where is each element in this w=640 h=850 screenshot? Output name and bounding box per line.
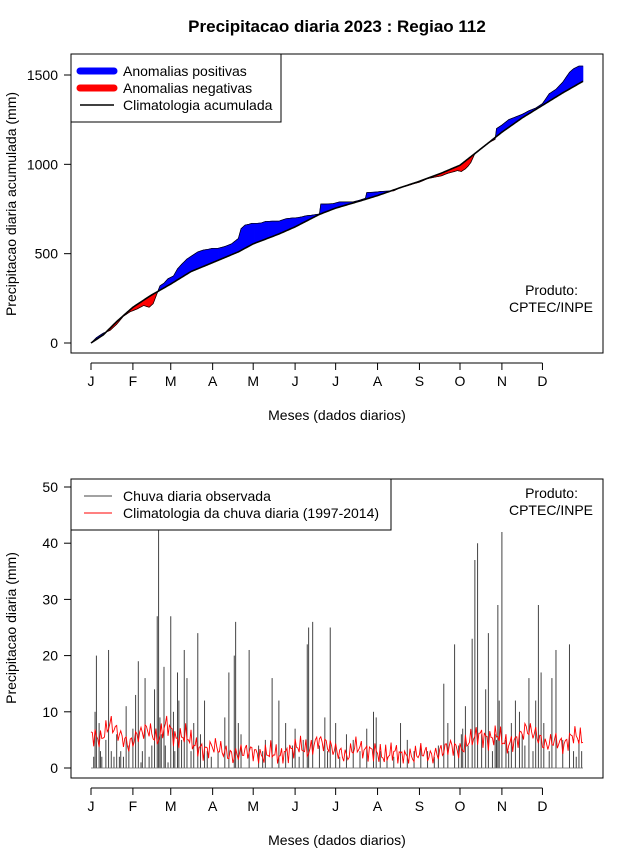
- x-tick-label-2: J: [88, 798, 95, 814]
- legend-label-climatology-daily: Climatologia da chuva diaria (1997-2014): [123, 505, 379, 521]
- x-tick-label-2: N: [497, 798, 507, 814]
- x-tick-label: O: [455, 373, 466, 389]
- x-tick-label-2: O: [455, 798, 466, 814]
- x-tick-label-2: J: [332, 798, 339, 814]
- x-tick-label: M: [165, 373, 177, 389]
- daily-precip-panel: 0 10 20 30 40 50 J F M A M J J A S O N D Meses (dados di…: [3, 478, 604, 848]
- x-tick-label: A: [373, 373, 383, 389]
- x-tick-label-2: A: [208, 798, 218, 814]
- climatology-daily-line: [90, 715, 584, 764]
- annotation-source-2: CPTEC/INPE: [509, 502, 593, 518]
- legend-label-positive: Anomalias positivas: [123, 63, 247, 79]
- x-tick-label: F: [129, 373, 138, 389]
- climatology-cumulative-line: [90, 80, 584, 344]
- legend: Anomalias positivas Anomalias negativas …: [70, 53, 282, 123]
- x-tick-label: A: [208, 373, 218, 389]
- legend-label-negative: Anomalias negativas: [123, 80, 252, 96]
- x-tick-label: N: [497, 373, 507, 389]
- x-tick-label-2: J: [292, 798, 299, 814]
- annotation-source: CPTEC/INPE: [509, 299, 593, 315]
- y-tick-label-2: 20: [42, 648, 58, 664]
- x-tick-label: M: [247, 373, 259, 389]
- y-tick-label: 500: [35, 246, 59, 262]
- y-axis-label-2: Precipitacao diaria (mm): [3, 552, 19, 704]
- climatology-line: [90, 80, 584, 344]
- y-tick-label: 1000: [27, 156, 58, 172]
- x-axis-label-2: Meses (dados diarios): [268, 832, 406, 848]
- y-axis-2: 0 10 20 30 40 50: [42, 479, 72, 776]
- y-tick-label: 1500: [27, 67, 58, 83]
- y-axis-label: Precipitacao diaria acumulada (mm): [3, 92, 19, 316]
- observed-bars: [91, 526, 583, 769]
- x-tick-label-2: M: [165, 798, 177, 814]
- x-tick-label: D: [537, 373, 547, 389]
- legend-2: Chuva diaria observada Climatologia da c…: [70, 478, 392, 531]
- annotation-produto-2: Produto:: [525, 485, 578, 501]
- x-tick-label-2: A: [373, 798, 383, 814]
- x-tick-label: J: [292, 373, 299, 389]
- y-tick-label-2: 10: [42, 704, 58, 720]
- annotation-produto: Produto:: [525, 282, 578, 298]
- legend-label-climatology: Climatologia acumulada: [123, 97, 273, 113]
- y-tick-label-2: 0: [50, 760, 58, 776]
- y-tick-label: 0: [50, 335, 58, 351]
- y-tick-label-2: 40: [42, 535, 58, 551]
- cumulative-precip-panel: Precipitacao diaria 2023 : Regiao 112 0 5…: [3, 17, 604, 423]
- x-tick-label-2: F: [129, 798, 138, 814]
- x-tick-label-2: M: [247, 798, 259, 814]
- chart-title: Precipitacao diaria 2023 : Regiao 112: [188, 17, 486, 36]
- legend-label-observed: Chuva diaria observada: [123, 488, 271, 504]
- x-tick-label: J: [88, 373, 95, 389]
- anomaly-areas: [90, 65, 584, 344]
- positive-anomaly-segment: [581, 65, 584, 83]
- observed-cumulative-outline: [90, 65, 583, 344]
- x-tick-label-2: S: [415, 798, 424, 814]
- x-tick-label-2: D: [537, 798, 547, 814]
- legend-box-2: [70, 478, 392, 531]
- y-tick-label-2: 50: [42, 479, 58, 495]
- y-tick-label-2: 30: [42, 591, 58, 607]
- climatology-daily-series: [90, 715, 584, 764]
- x-tick-label: S: [415, 373, 424, 389]
- x-axis-label: Meses (dados diarios): [268, 407, 406, 423]
- x-tick-label: J: [332, 373, 339, 389]
